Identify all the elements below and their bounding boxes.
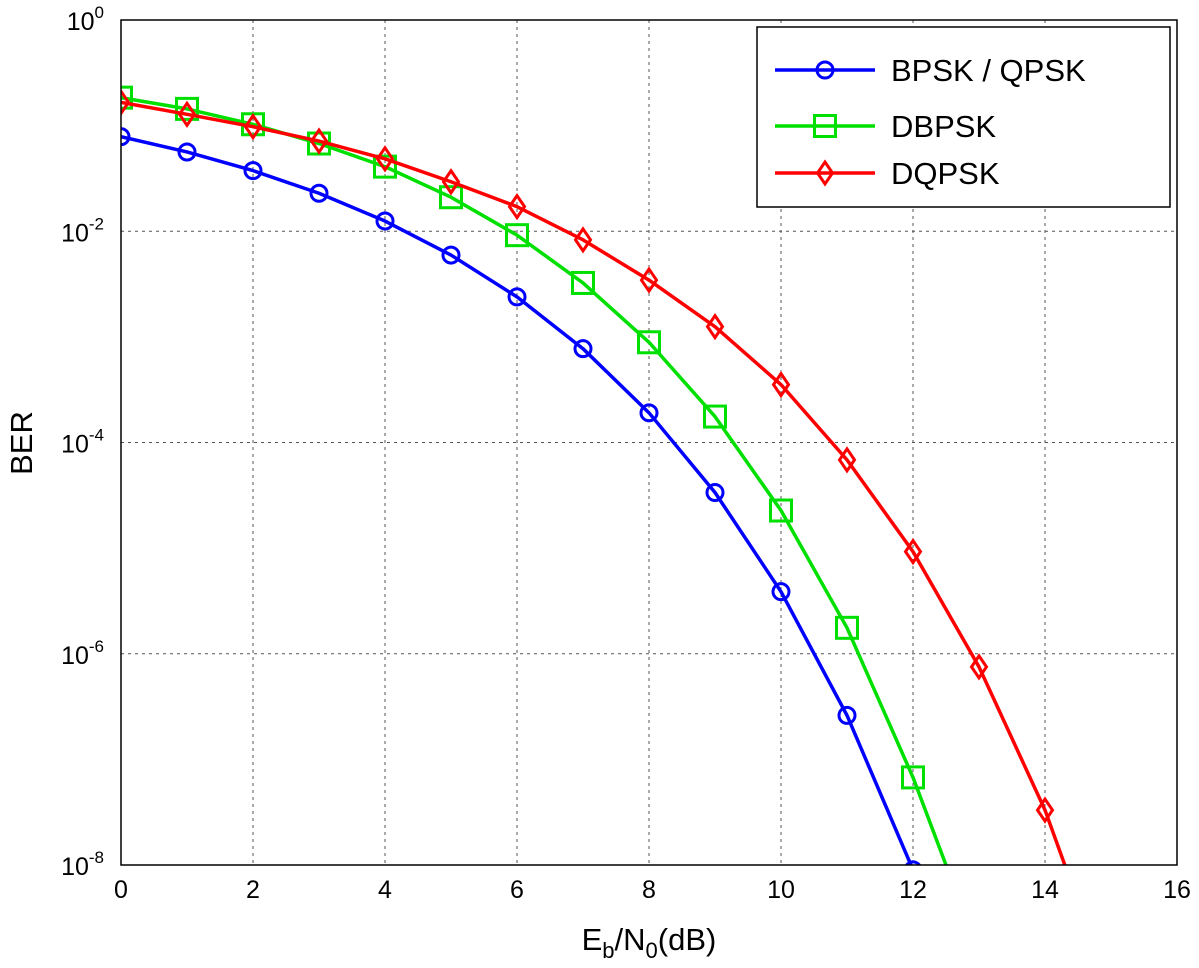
data-point <box>837 446 857 474</box>
data-point <box>375 211 395 231</box>
x-tick-label: 2 <box>246 876 260 904</box>
x-tick-label: 14 <box>1031 876 1059 904</box>
data-point <box>837 705 857 725</box>
data-point <box>573 339 593 359</box>
data-point <box>705 483 725 503</box>
data-point <box>901 765 925 790</box>
data-point <box>769 498 793 523</box>
data-point <box>507 287 527 307</box>
series-line <box>121 134 913 865</box>
data-point <box>373 154 397 179</box>
y-tick-labels: 100 10-2 10-4 10-6 10-8 <box>61 3 104 881</box>
data-point <box>771 582 791 602</box>
data-point <box>121 85 133 110</box>
data-point <box>439 185 463 210</box>
data-point <box>243 161 263 181</box>
x-tick-label: 10 <box>767 876 795 904</box>
x-tick-label: 6 <box>510 876 524 904</box>
data-point <box>309 127 329 155</box>
y-tick-label: 10-4 <box>61 426 104 459</box>
legend-label: DQPSK <box>891 156 1000 191</box>
data-point <box>1035 796 1055 824</box>
legend-marker <box>813 114 837 138</box>
y-tick-label: 10-6 <box>61 637 104 670</box>
data-point <box>175 96 199 121</box>
data-point <box>121 88 131 117</box>
data-point <box>771 370 791 399</box>
data-point <box>639 403 659 423</box>
data-point <box>573 226 593 254</box>
x-tick-labels: 0 2 4 6 8 10 12 14 16 <box>114 876 1191 904</box>
data-point <box>507 192 527 221</box>
series-0 <box>121 127 922 865</box>
x-tick-label: 16 <box>1163 876 1191 904</box>
data-point <box>121 127 131 147</box>
legend-entry: BPSK / QPSK <box>775 53 1086 88</box>
data-point <box>637 330 661 355</box>
series-layer <box>121 85 1067 865</box>
series-2 <box>121 88 1067 865</box>
y-axis-label: BER <box>4 411 39 475</box>
plot-frame <box>120 19 1178 866</box>
x-tick-label: 12 <box>899 876 927 904</box>
data-point <box>177 100 197 128</box>
legend-marker <box>815 159 835 187</box>
data-point <box>903 537 923 566</box>
legend-marker <box>815 60 835 80</box>
x-axis-label: Eb/N0(dB) <box>582 922 717 963</box>
data-point <box>571 270 595 295</box>
legend-label: BPSK / QPSK <box>891 53 1086 88</box>
data-point <box>969 653 989 681</box>
data-point <box>505 223 529 248</box>
series-line <box>121 95 948 865</box>
x-tick-label: 4 <box>378 876 392 904</box>
data-point <box>375 145 395 173</box>
legend-entry: DQPSK <box>775 156 1000 191</box>
data-point <box>243 113 263 141</box>
y-grid-lines <box>121 230 1177 655</box>
data-point <box>835 615 859 640</box>
legend-entry: DBPSK <box>775 109 996 144</box>
legend-label: DBPSK <box>891 109 996 144</box>
legend: BPSK / QPSK DBPSK DQPSK <box>756 26 1171 208</box>
x-tick-label: 8 <box>642 876 656 904</box>
y-tick-label: 100 <box>67 3 104 36</box>
data-point <box>639 266 659 294</box>
data-point <box>309 183 329 203</box>
data-point <box>441 168 461 196</box>
data-point <box>441 245 461 265</box>
data-point <box>904 860 922 865</box>
y-tick-label: 10-8 <box>61 848 104 881</box>
x-tick-label: 0 <box>114 876 128 904</box>
series-line <box>121 100 1067 865</box>
data-point <box>703 404 727 429</box>
y-tick-label: 10-2 <box>61 214 104 247</box>
data-point <box>177 142 197 162</box>
data-point <box>705 312 725 341</box>
